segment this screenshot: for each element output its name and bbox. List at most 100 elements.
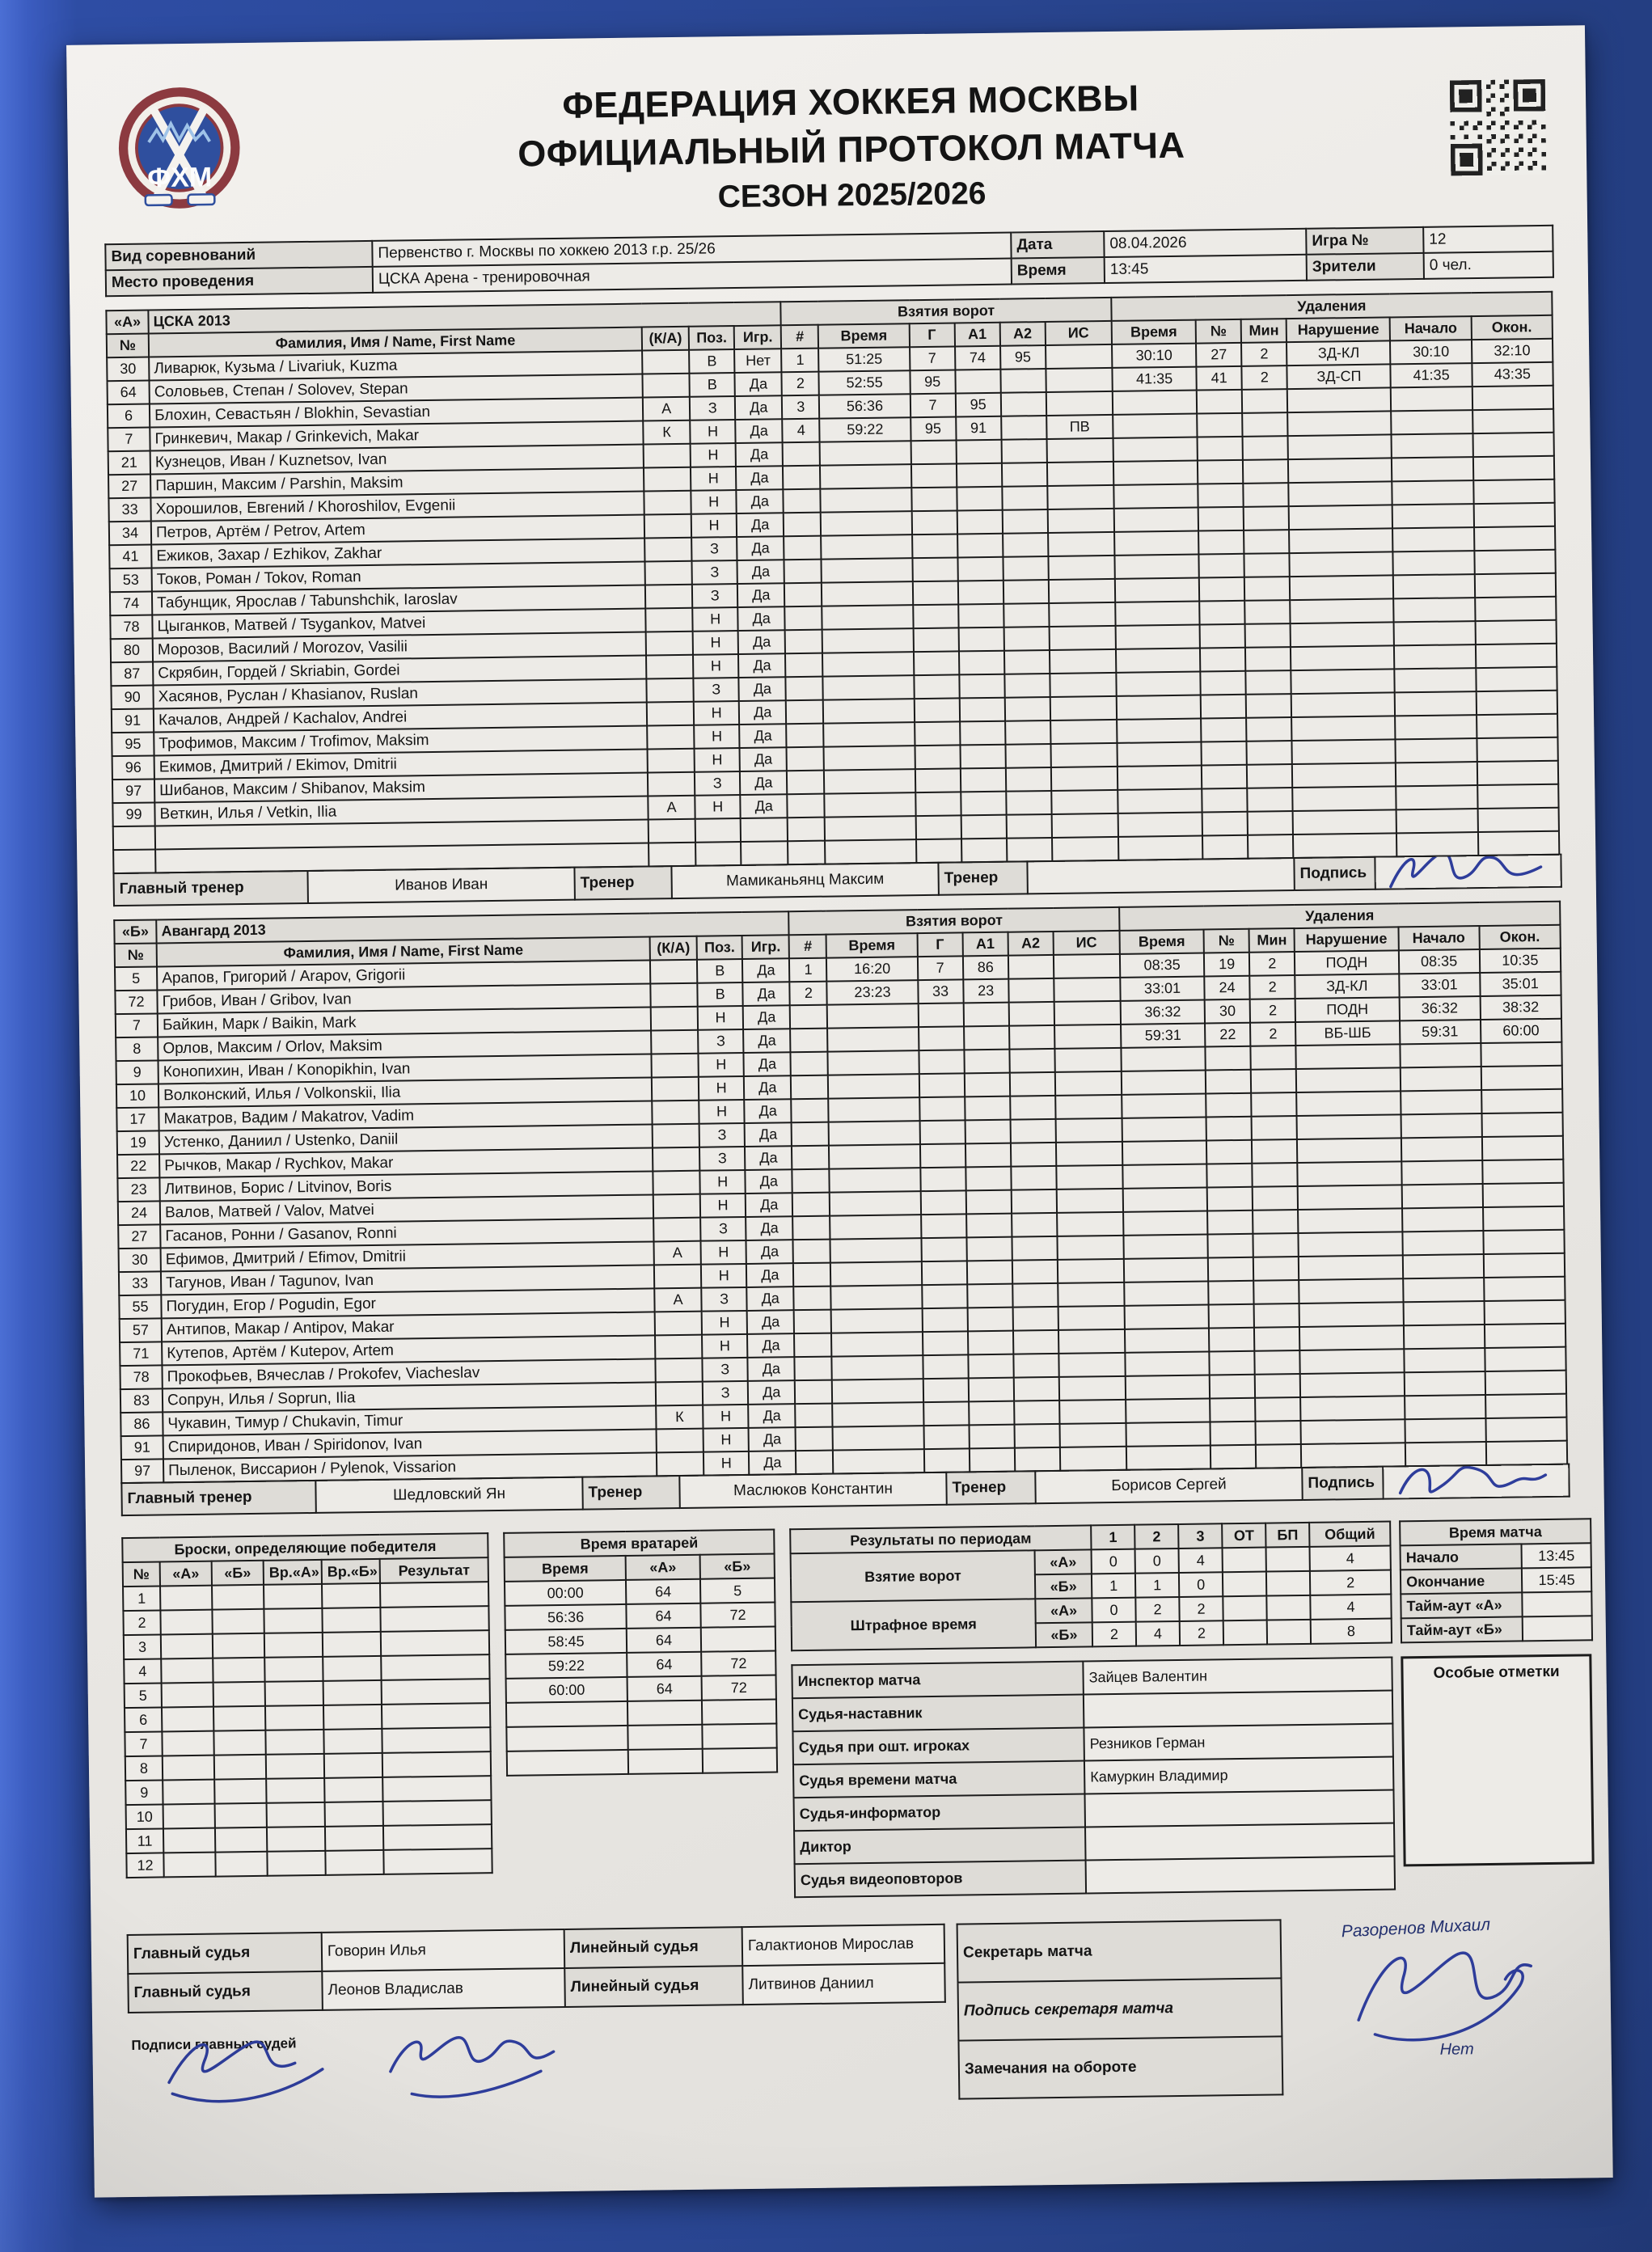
shootout-a bbox=[160, 1585, 213, 1611]
fhm-logo-icon: ФХМ bbox=[117, 80, 242, 228]
goal-scorer bbox=[911, 487, 957, 512]
penalty-end bbox=[1475, 643, 1557, 669]
official-role-label: Инспектор матча bbox=[792, 1661, 1084, 1699]
goal-assist2 bbox=[1000, 392, 1046, 416]
player-number: 27 bbox=[118, 1224, 161, 1249]
goal-assist1 bbox=[965, 1166, 1012, 1191]
goal-situation bbox=[1055, 1094, 1122, 1119]
shootout-attempt-number: 12 bbox=[126, 1853, 164, 1878]
goal-time bbox=[822, 628, 914, 653]
penalty-player bbox=[1210, 1397, 1256, 1422]
shootout-attempt-number: 9 bbox=[125, 1780, 163, 1806]
player-number: 97 bbox=[120, 1459, 164, 1484]
penalty-player: 22 bbox=[1205, 1022, 1251, 1047]
goal-number: 2 bbox=[789, 981, 828, 1006]
col-played: Игр. bbox=[733, 325, 782, 350]
penalty-minutes bbox=[1247, 764, 1293, 788]
player-played: Да bbox=[739, 724, 787, 749]
penalty-time bbox=[1124, 1304, 1210, 1329]
shootout-attempt-number: 8 bbox=[125, 1756, 163, 1781]
shootout-gk-a bbox=[265, 1753, 325, 1779]
goalie-a-number bbox=[627, 1748, 703, 1774]
goal-situation bbox=[1054, 1047, 1122, 1072]
player-position: Н bbox=[699, 1193, 746, 1218]
goal-assist2 bbox=[1014, 1447, 1061, 1472]
period-value: 8 bbox=[1310, 1618, 1392, 1644]
player-position: Н bbox=[699, 1099, 745, 1124]
player-position: Н bbox=[690, 443, 737, 467]
shootout-gk-a bbox=[264, 1705, 324, 1730]
player-position: Н bbox=[694, 725, 740, 749]
goal-assist1 bbox=[959, 674, 1005, 699]
goal-time bbox=[830, 1191, 921, 1216]
period-section-label: Штрафное время bbox=[791, 1599, 1037, 1651]
goal-situation bbox=[1050, 672, 1117, 697]
penalty-time bbox=[1115, 624, 1201, 649]
goal-assist2 bbox=[1013, 1376, 1059, 1401]
goal-scorer bbox=[911, 463, 957, 488]
penalty-violation: ПОДН bbox=[1295, 997, 1400, 1023]
player-played: Да bbox=[748, 1427, 796, 1451]
linesman-name: Галактионов Мирослав bbox=[741, 1924, 945, 1967]
penalty-violation bbox=[1299, 1255, 1403, 1281]
goalie-time-row: 60:00 64 72 bbox=[505, 1675, 776, 1703]
goal-time: 51:25 bbox=[818, 347, 910, 372]
player-captaincy bbox=[648, 818, 696, 843]
player-captaincy bbox=[652, 1100, 699, 1125]
player-captaincy bbox=[653, 1264, 702, 1289]
goal-number bbox=[784, 535, 822, 560]
goal-assist2 bbox=[1006, 837, 1053, 862]
goal-scorer bbox=[914, 721, 961, 746]
player-played: Да bbox=[743, 1029, 791, 1053]
period-value: 4 bbox=[1309, 1545, 1391, 1571]
penalty-violation bbox=[1299, 1325, 1404, 1351]
goal-scorer bbox=[921, 1237, 967, 1262]
penalty-violation bbox=[1300, 1396, 1405, 1421]
shootout-a bbox=[161, 1682, 213, 1708]
goal-assist1: 91 bbox=[955, 416, 1002, 441]
player-number: 17 bbox=[116, 1107, 159, 1132]
penalty-start bbox=[1403, 1348, 1485, 1373]
player-played: Да bbox=[747, 1380, 796, 1405]
player-position: Н bbox=[693, 654, 739, 678]
penalty-violation bbox=[1297, 1161, 1402, 1187]
penalty-time bbox=[1112, 390, 1198, 415]
goal-situation bbox=[1057, 1235, 1124, 1260]
goal-number bbox=[786, 746, 825, 771]
penalty-end bbox=[1485, 1370, 1567, 1396]
penalty-time bbox=[1113, 460, 1198, 485]
goal-situation bbox=[1051, 836, 1119, 861]
penalty-minutes: 2 bbox=[1250, 1022, 1296, 1046]
col-num: № bbox=[114, 943, 158, 968]
penalty-end bbox=[1472, 455, 1555, 481]
penalty-start: 41:35 bbox=[1390, 363, 1472, 388]
goal-number bbox=[792, 1168, 830, 1194]
bottom-section: Броски, определяющие победителя № «А» «Б» Вр… bbox=[121, 1519, 1595, 1907]
shootout-gk-b bbox=[323, 1728, 382, 1754]
shootout-gk-a bbox=[265, 1729, 324, 1755]
penalty-time bbox=[1121, 1046, 1206, 1071]
period-value bbox=[1222, 1547, 1266, 1573]
penalty-violation bbox=[1297, 1138, 1401, 1164]
header: ФХМ ФЕДЕРАЦИЯ ХОККЕЯ МОСКВЫ ОФИЦИАЛЬНЫЙ … bbox=[103, 58, 1552, 235]
shootout-attempt-number: 5 bbox=[124, 1683, 162, 1709]
penalty-minutes bbox=[1242, 412, 1288, 437]
penalty-start bbox=[1401, 1231, 1484, 1256]
goal-scorer bbox=[921, 1261, 967, 1286]
col-pen-time: Время bbox=[1119, 929, 1205, 954]
goal-situation bbox=[1056, 1188, 1124, 1213]
col-pen-violation: Нарушение bbox=[1286, 317, 1391, 343]
goal-situation bbox=[1050, 742, 1118, 767]
penalty-violation bbox=[1292, 786, 1397, 812]
player-number: 83 bbox=[120, 1388, 163, 1413]
period-value: 1 bbox=[1134, 1572, 1180, 1598]
player-number: 95 bbox=[112, 732, 154, 757]
time-label: Время bbox=[1011, 257, 1105, 285]
penalty-start bbox=[1401, 1113, 1482, 1139]
penalty-violation bbox=[1289, 528, 1393, 554]
shootout-b bbox=[212, 1633, 265, 1658]
team-code: «А» bbox=[106, 310, 149, 335]
goalie-b-number: 72 bbox=[700, 1602, 775, 1628]
penalty-player bbox=[1206, 1163, 1253, 1188]
shootout-a bbox=[162, 1755, 215, 1781]
